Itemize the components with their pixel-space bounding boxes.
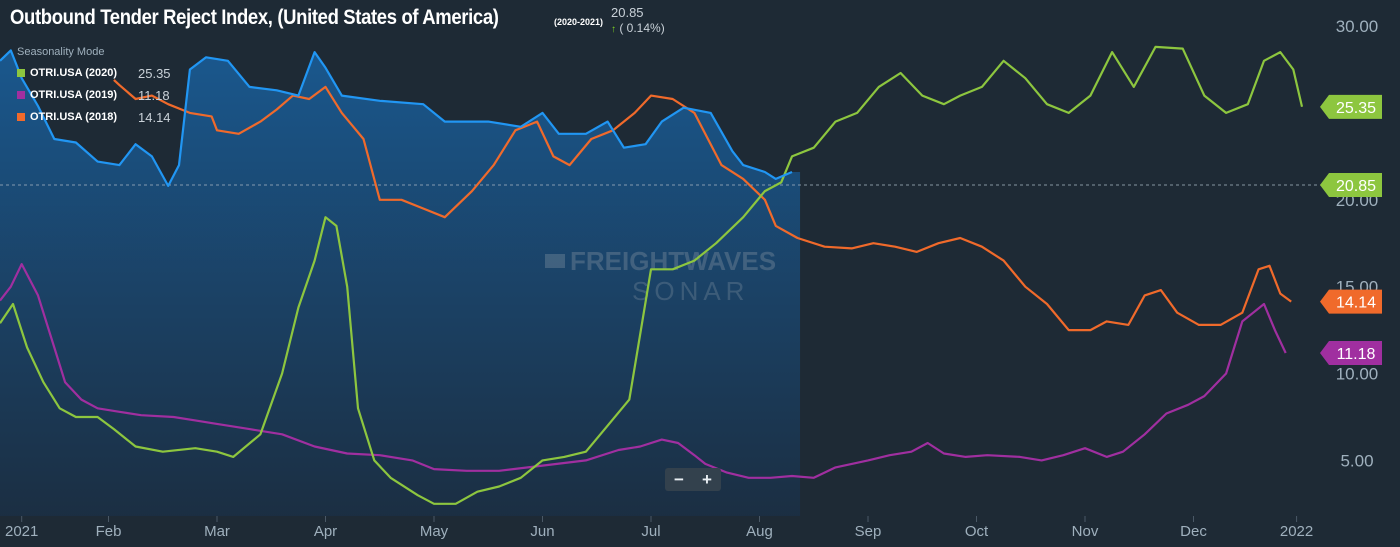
legend-name: OTRI.USA (2020) (30, 67, 118, 79)
legend-swatch (17, 69, 25, 77)
legend-item-2020[interactable]: OTRI.USA (2020) 25.35 (17, 62, 171, 84)
up-arrow-icon: ↑ (611, 24, 616, 35)
series-line-2018[interactable] (113, 79, 1292, 332)
x-tick-label: Sep (855, 523, 882, 540)
value-tag-2020: 25.35 (1320, 94, 1382, 119)
x-tick-label: 2022 (1280, 523, 1313, 540)
zoom-in-button[interactable]: + (702, 470, 712, 489)
x-tick-label: Nov (1072, 523, 1099, 540)
value-tag-current-text: 20.85 (1336, 178, 1376, 195)
x-tick-label: Jun (530, 523, 554, 540)
legend-swatch (17, 113, 25, 121)
value-tag-2018: 14.14 (1320, 289, 1382, 314)
y-tick-label: 30.00 (1336, 17, 1379, 36)
chart-title: Outbound Tender Reject Index, (United St… (10, 6, 499, 29)
watermark: FREIGHTWAVES SONAR (545, 246, 776, 306)
change-percent: ( 0.14%) (619, 21, 665, 35)
seasonality-mode-label: Seasonality Mode (17, 46, 105, 58)
x-tick-label: May (420, 523, 449, 540)
current-value: 20.85 (611, 5, 644, 20)
value-tag-2020-text: 25.35 (1336, 100, 1376, 117)
value-tag-2018-text: 14.14 (1336, 295, 1376, 312)
legend-item-2019[interactable]: OTRI.USA (2019) 11.18 (17, 84, 171, 106)
legend-value: 14.14 (138, 109, 171, 125)
legend-value: 11.18 (138, 87, 170, 103)
legend-name: OTRI.USA (2019) (30, 89, 118, 101)
legend-name: OTRI.USA (2018) (30, 111, 118, 123)
series-line-2019[interactable] (0, 263, 1287, 479)
zoom-out-button[interactable]: − (674, 470, 684, 489)
x-tick-label: Apr (314, 523, 337, 540)
value-tag-2019-text: 11.18 (1337, 346, 1376, 363)
x-tick-label: Aug (746, 523, 773, 540)
series-line-2021[interactable] (0, 49, 793, 187)
y-tick-label: 5.00 (1340, 451, 1373, 470)
legend: OTRI.USA (2020) 25.35 OTRI.USA (2019) 11… (17, 62, 171, 128)
x-tick-label: Oct (965, 523, 989, 540)
freightwaves-logo-icon (545, 254, 565, 268)
change-indicator: ↑ ( 0.14%) (611, 21, 665, 35)
chart-header: Outbound Tender Reject Index, (United St… (10, 6, 565, 30)
date-range: (2020-2021) (554, 17, 604, 27)
x-tick-label: Mar (204, 523, 230, 540)
y-tick-label: 10.00 (1336, 365, 1379, 384)
watermark-line2: SONAR (632, 276, 749, 306)
legend-value: 25.35 (138, 65, 171, 81)
x-tick-label: Dec (1180, 523, 1207, 540)
area-2021-fill (0, 50, 801, 517)
value-tag-current: 20.85 (1320, 173, 1382, 198)
value-tag-2019: 11.18 (1320, 341, 1382, 366)
x-tick-label: Feb (96, 523, 122, 540)
watermark-line1: FREIGHTWAVES (570, 246, 776, 276)
series-line-2020[interactable] (0, 45, 1304, 505)
legend-item-2018[interactable]: OTRI.USA (2018) 14.14 (17, 106, 171, 128)
zoom-controls: − + (665, 468, 721, 491)
legend-swatch (17, 91, 25, 99)
x-tick-label: Jul (641, 523, 660, 540)
x-tick-label: 2021 (5, 523, 38, 540)
